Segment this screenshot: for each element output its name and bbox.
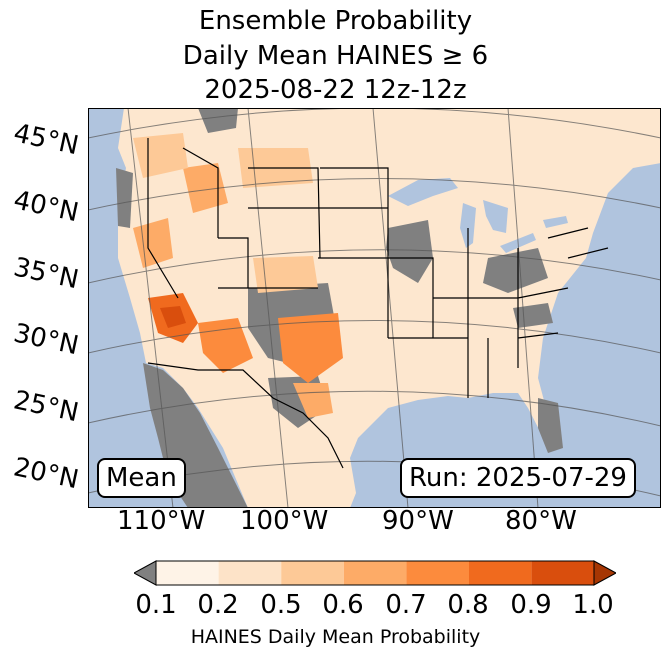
run-label-box: Run: 2025-07-29 (400, 458, 636, 498)
land (88, 108, 661, 508)
lon-label-110: 110°W (117, 506, 206, 536)
lat-label-20: 20°N (10, 452, 82, 496)
colorbar-under-arrow (134, 560, 157, 586)
prob-patch-newmexico (253, 256, 318, 293)
lon-line-100 (247, 108, 289, 508)
lake-ontario (543, 216, 568, 228)
lon-label-100: 100°W (240, 506, 329, 536)
state-lines-west (147, 138, 388, 299)
prob-patch-texas (278, 313, 343, 383)
prob-patch-california-inner (160, 306, 186, 328)
colorbar-tick-2: 0.5 (260, 590, 302, 620)
us-mexico-border (147, 362, 344, 469)
gray-patch-midwest (386, 220, 433, 283)
lat-line-40 (88, 178, 661, 211)
colorbar-bin-4 (343, 561, 407, 585)
gray-patch-florida (538, 398, 563, 453)
colorbar-tick-0: 0.1 (135, 590, 177, 620)
colorbar-tick-1: 0.2 (197, 590, 239, 620)
lake-michigan (460, 203, 476, 248)
prob-patch-idaho (183, 163, 228, 213)
gray-patch-west-coast (116, 168, 133, 228)
title-line-1: Ensemble Probability (198, 6, 473, 36)
colorbar-label: HAINES Daily Mean Probability (190, 626, 481, 648)
lat-label-45: 45°N (10, 118, 82, 162)
colorbar-bin-3 (281, 561, 344, 585)
colorbar-tick-3: 0.6 (322, 590, 364, 620)
colorbar-tick-6: 0.9 (510, 590, 552, 620)
colorbar-tick-7: 1.0 (572, 590, 614, 620)
lat-line-35 (88, 249, 661, 284)
state-lines-east (487, 227, 609, 398)
colorbar-bin-7 (531, 561, 594, 585)
colorbar-tick-5: 0.8 (447, 590, 489, 620)
gray-patch-northwest (198, 108, 238, 133)
colorbar-bin-2 (218, 561, 282, 585)
gray-patch-ohio (483, 248, 548, 293)
lon-label-80: 80°W (505, 506, 577, 536)
lon-line-90 (372, 108, 409, 508)
lake-superior (388, 178, 458, 206)
prob-patch-nevada (133, 218, 173, 268)
colorbar-bin-1 (156, 561, 219, 585)
prob-patch-oregon (133, 133, 188, 178)
prob-patch-arizona (198, 318, 253, 373)
state-lines-central (320, 167, 518, 398)
lat-label-25: 25°N (10, 385, 82, 429)
lon-line-110 (127, 108, 174, 508)
lat-label-40: 40°N (10, 185, 82, 229)
probability-map (88, 108, 661, 508)
lake-huron (483, 200, 508, 233)
lat-line-30 (88, 320, 661, 354)
title-line-3: 2025-08-22 12z-12z (204, 75, 467, 105)
colorbar-over-arrow (593, 560, 616, 586)
colorbar-tick-4: 0.7 (385, 590, 427, 620)
title-line-2: Daily Mean HAINES ≥ 6 (182, 41, 489, 71)
colorbar-bin-5 (406, 561, 469, 585)
lat-label-30: 30°N (10, 318, 82, 362)
colorbar (134, 560, 616, 586)
mean-label-box: Mean (97, 458, 186, 498)
lon-label-90: 90°W (382, 506, 454, 536)
colorbar-bin-6 (469, 561, 532, 585)
lat-label-35: 35°N (10, 252, 82, 296)
lat-line-25 (88, 390, 661, 427)
lon-line-80 (507, 108, 539, 508)
